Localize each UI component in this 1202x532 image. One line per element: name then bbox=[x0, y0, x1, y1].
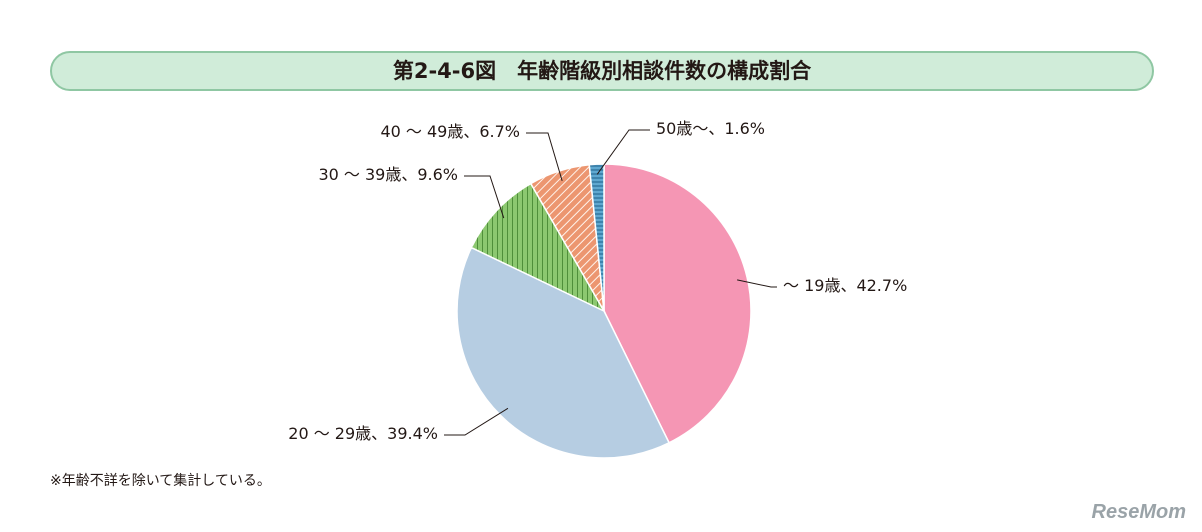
leader-line-1 bbox=[444, 407, 509, 436]
slice-label-2: 30 〜 39歳、9.6% bbox=[318, 165, 458, 184]
leader-line-2 bbox=[464, 175, 505, 219]
pie-slices bbox=[456, 163, 752, 459]
chart-title: 第2-4-6図 年齢階級別相談件数の構成割合 bbox=[50, 51, 1154, 91]
slice-label-1: 20 〜 29歳、39.4% bbox=[288, 424, 438, 443]
slice-label-3: 40 〜 49歳、6.7% bbox=[380, 122, 520, 141]
slice-label-4: 50歳〜、1.6% bbox=[656, 119, 765, 138]
leader-line-4 bbox=[596, 129, 650, 175]
pie-slice-1 bbox=[456, 246, 671, 459]
watermark-logo: ReseMom bbox=[1091, 501, 1186, 523]
pie-slice-4 bbox=[588, 163, 605, 312]
slice-label-0: 〜 19歳、42.7% bbox=[783, 276, 907, 295]
footnote: ※年齢不詳を除いて集計している。 bbox=[50, 473, 271, 489]
leader-lines bbox=[444, 129, 777, 436]
leader-line-3 bbox=[526, 132, 563, 181]
leader-line-0 bbox=[737, 279, 777, 288]
slice-labels: 〜 19歳、42.7% 20 〜 29歳、39.4% 30 〜 39歳、9.6% 40… bbox=[288, 119, 907, 443]
pie-slice-2 bbox=[470, 182, 606, 313]
pie-slice-0 bbox=[603, 163, 752, 444]
